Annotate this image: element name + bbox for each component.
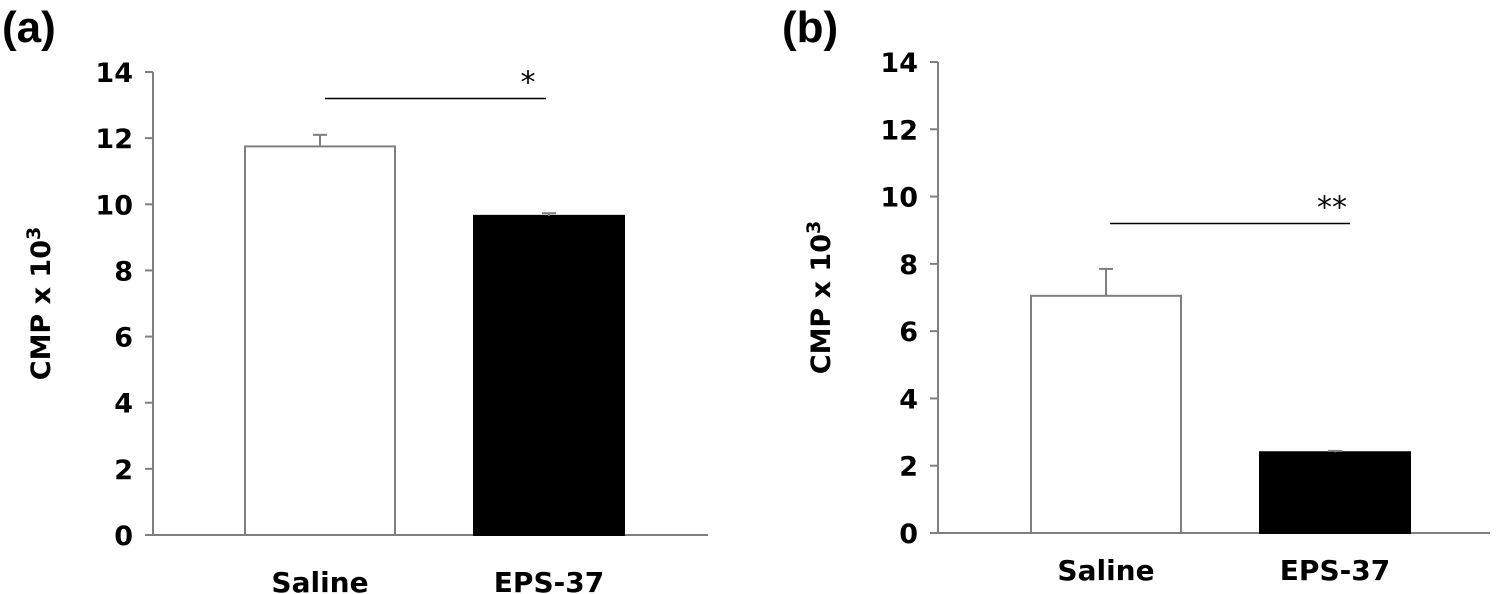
y-tick-label: 2 bbox=[114, 455, 133, 486]
category-label: EPS-37 bbox=[494, 566, 604, 594]
y-tick-label: 6 bbox=[899, 317, 918, 348]
y-tick-label: 8 bbox=[114, 256, 133, 287]
y-tick-label: 10 bbox=[95, 190, 133, 221]
y-tick-label: 12 bbox=[95, 124, 133, 155]
y-tick-label: 4 bbox=[899, 384, 918, 415]
significance-label: ** bbox=[1317, 190, 1347, 225]
category-label: Saline bbox=[1057, 554, 1154, 587]
significance-label: * bbox=[521, 65, 536, 100]
y-tick-label: 12 bbox=[880, 115, 918, 146]
chart-panel-b: (b) 0 2 4 6 8 10 12 14 CMP x 103 Saline EPS-37 ** bbox=[782, 3, 1490, 587]
bar-eps-37 bbox=[473, 214, 625, 536]
y-tick-label: 0 bbox=[899, 519, 918, 550]
chart-panel-a: (a) 0 2 4 6 8 10 12 14 CMP x 103 Saline EPS-37 * bbox=[2, 3, 708, 594]
y-axis-title-superscript: 3 bbox=[23, 227, 45, 240]
y-axis-title: CMP x 103 bbox=[803, 221, 837, 375]
y-tick-label: 4 bbox=[114, 389, 133, 420]
y-axis-title-superscript: 3 bbox=[803, 221, 825, 234]
category-label: Saline bbox=[271, 566, 368, 594]
panel-label: (a) bbox=[2, 3, 56, 52]
y-axis-title: CMP x 103 bbox=[23, 227, 57, 381]
y-tick-label: 14 bbox=[880, 48, 918, 79]
bar-saline bbox=[1030, 294, 1182, 535]
y-tick-label: 6 bbox=[114, 323, 133, 354]
y-tick-label: 2 bbox=[899, 452, 918, 483]
bar-eps-37 bbox=[1259, 451, 1411, 534]
y-tick-label: 14 bbox=[95, 58, 133, 89]
y-tick-label: 10 bbox=[880, 183, 918, 214]
y-tick-label: 0 bbox=[114, 521, 133, 552]
y-tick-label: 8 bbox=[899, 250, 918, 281]
bar-saline bbox=[244, 145, 396, 537]
category-label: EPS-37 bbox=[1280, 554, 1390, 587]
panel-label: (b) bbox=[782, 3, 838, 52]
